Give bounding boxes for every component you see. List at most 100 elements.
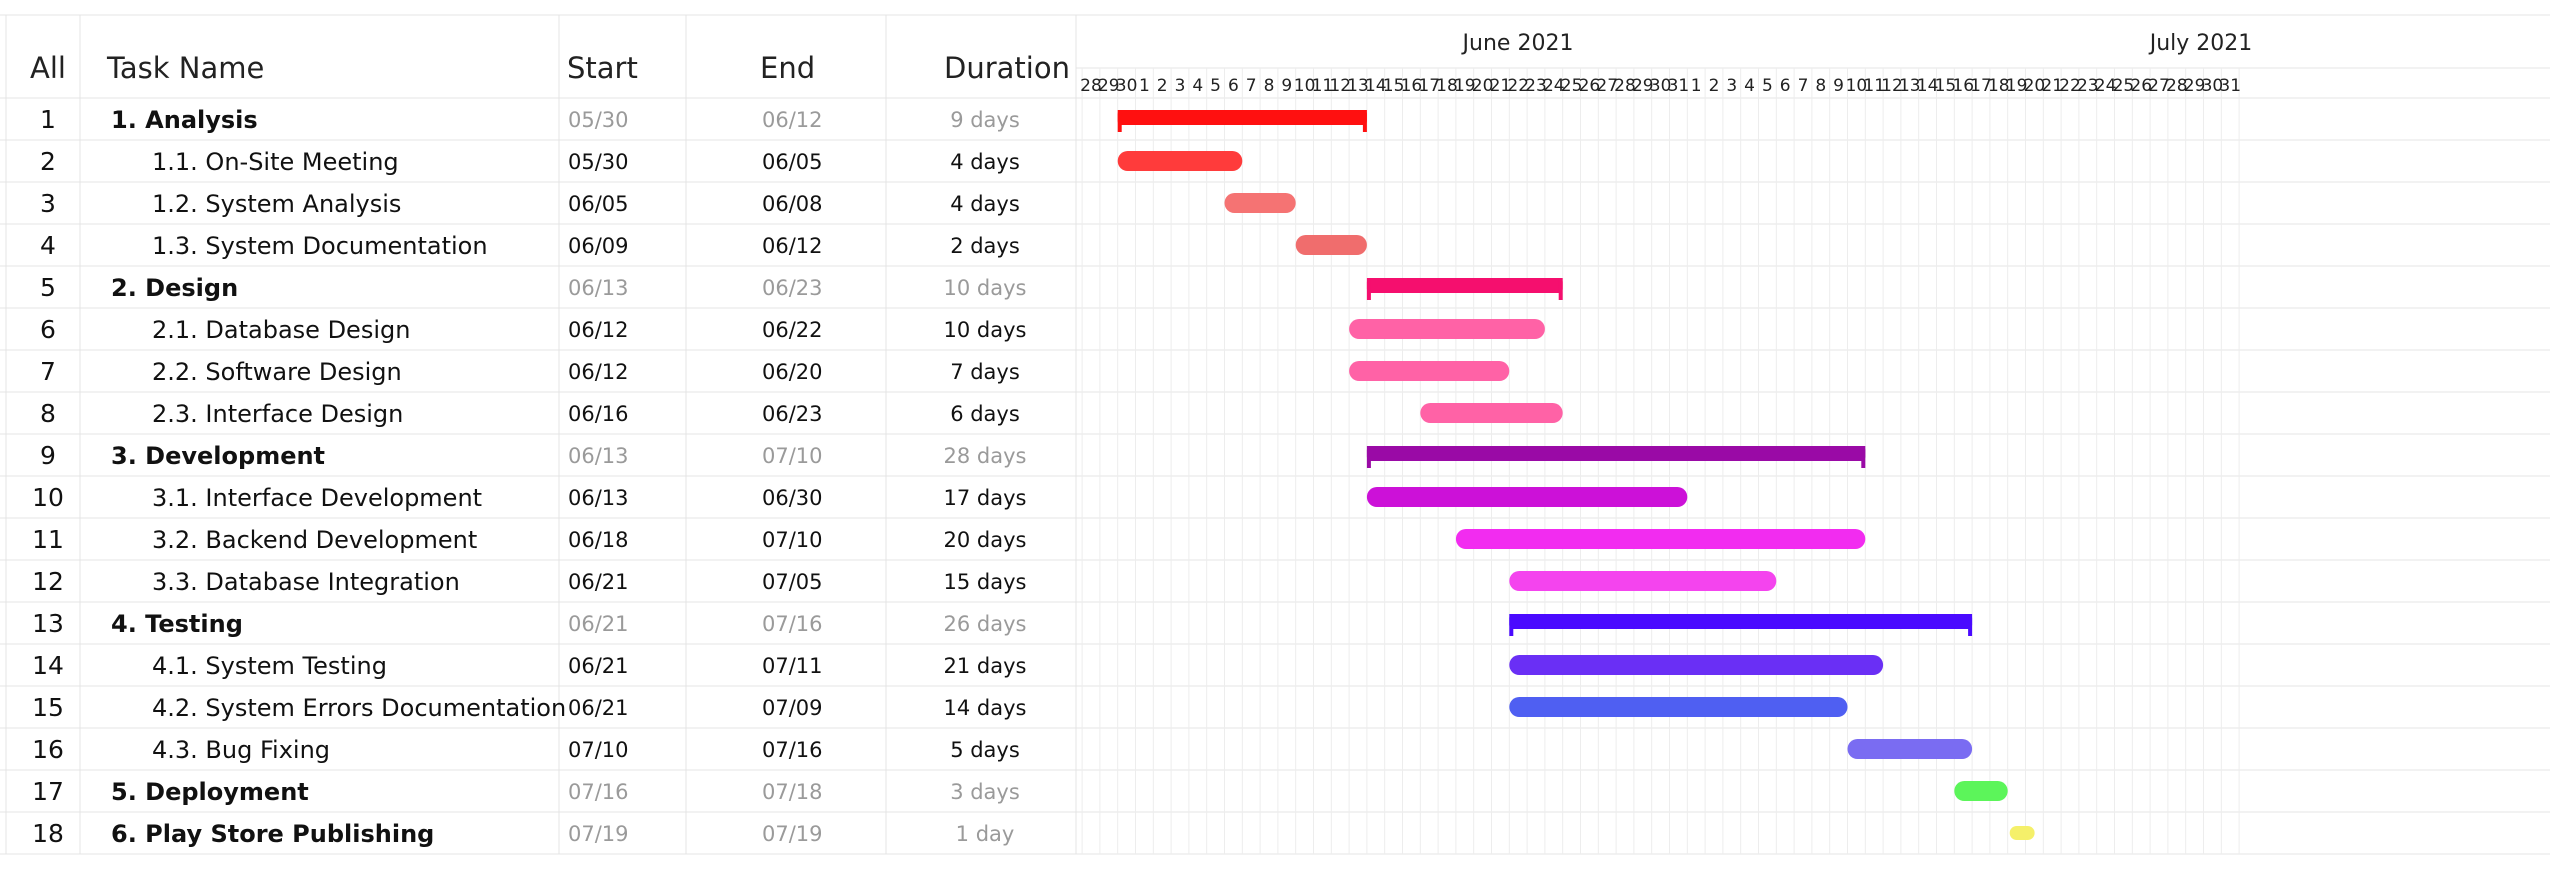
table-row[interactable]: 4 1.3. System Documentation 06/09 06/12 2 da… (40, 231, 1020, 260)
header-task-name[interactable]: Task Name (106, 51, 264, 85)
task-end[interactable]: 06/20 (762, 360, 823, 384)
summary-bar[interactable] (1366, 278, 1563, 300)
task-name[interactable]: 2.2. Software Design (152, 358, 402, 386)
task-end[interactable]: 07/10 (762, 528, 823, 552)
table-row[interactable]: 13 4. Testing 06/21 07/16 26 days (32, 609, 1026, 638)
task-name[interactable]: 2.1. Database Design (152, 316, 410, 344)
task-name[interactable]: 3.3. Database Integration (152, 568, 460, 596)
task-name[interactable]: 2.3. Interface Design (152, 400, 403, 428)
task-bar[interactable] (1847, 739, 1973, 759)
task-end[interactable]: 06/12 (762, 108, 823, 132)
task-start[interactable]: 07/16 (568, 780, 629, 804)
task-duration[interactable]: 21 days (944, 654, 1027, 678)
table-row[interactable]: 18 6. Play Store Publishing 07/19 07/19 1 da… (32, 819, 1014, 848)
task-bar[interactable] (1420, 403, 1563, 423)
task-start[interactable]: 06/12 (568, 318, 629, 342)
task-start[interactable]: 06/21 (568, 654, 629, 678)
table-row[interactable]: 7 2.2. Software Design 06/12 06/20 7 days (40, 357, 1020, 386)
task-bar[interactable] (2009, 826, 2035, 840)
task-name[interactable]: 4.2. System Errors Documentation (152, 694, 566, 722)
table-row[interactable]: 11 3.2. Backend Development 06/18 07/10 20 d… (32, 525, 1026, 554)
task-duration[interactable]: 6 days (950, 402, 1020, 426)
task-bar[interactable] (1954, 781, 2008, 801)
task-bar[interactable] (1295, 235, 1367, 255)
task-end[interactable]: 06/23 (762, 276, 823, 300)
task-duration[interactable]: 1 day (956, 822, 1015, 846)
summary-bar[interactable] (1509, 614, 1973, 636)
task-end[interactable]: 07/19 (762, 822, 823, 846)
header-end[interactable]: End (760, 51, 815, 85)
task-name[interactable]: 1.1. On-Site Meeting (152, 148, 399, 176)
table-row[interactable]: 10 3.1. Interface Development 06/13 06/30 17… (32, 483, 1026, 512)
task-name[interactable]: 3. Development (111, 442, 325, 470)
task-duration[interactable]: 28 days (944, 444, 1027, 468)
task-start[interactable]: 06/16 (568, 402, 629, 426)
task-name[interactable]: 4. Testing (111, 610, 243, 638)
task-start[interactable]: 06/13 (568, 486, 629, 510)
task-bar[interactable] (1509, 571, 1777, 591)
task-duration[interactable]: 9 days (950, 108, 1020, 132)
table-row[interactable]: 3 1.2. System Analysis 06/05 06/08 4 days (40, 189, 1020, 218)
task-end[interactable]: 07/10 (762, 444, 823, 468)
task-duration[interactable]: 4 days (950, 150, 1020, 174)
table-row[interactable]: 15 4.2. System Errors Documentation 06/21 0… (32, 693, 1026, 722)
task-start[interactable]: 06/21 (568, 612, 629, 636)
task-name[interactable]: 6. Play Store Publishing (111, 820, 434, 848)
task-duration[interactable]: 15 days (944, 570, 1027, 594)
task-start[interactable]: 06/12 (568, 360, 629, 384)
task-duration[interactable]: 3 days (950, 780, 1020, 804)
table-row[interactable]: 8 2.3. Interface Design 06/16 06/23 6 days (40, 399, 1020, 428)
task-start[interactable]: 06/09 (568, 234, 629, 258)
task-bar[interactable] (1509, 655, 1884, 675)
task-duration[interactable]: 5 days (950, 738, 1020, 762)
task-duration[interactable]: 26 days (944, 612, 1027, 636)
task-end[interactable]: 06/22 (762, 318, 823, 342)
task-bar[interactable] (1349, 319, 1545, 339)
task-name[interactable]: 5. Deployment (111, 778, 309, 806)
task-bar[interactable] (1224, 193, 1296, 213)
task-bar[interactable] (1455, 529, 1866, 549)
task-name[interactable]: 4.1. System Testing (152, 652, 387, 680)
task-start[interactable]: 06/21 (568, 570, 629, 594)
task-duration[interactable]: 17 days (944, 486, 1027, 510)
task-end[interactable]: 06/08 (762, 192, 823, 216)
task-end[interactable]: 07/18 (762, 780, 823, 804)
task-end[interactable]: 06/23 (762, 402, 823, 426)
summary-bar-body[interactable] (1509, 614, 1973, 629)
task-duration[interactable]: 20 days (944, 528, 1027, 552)
header-start[interactable]: Start (567, 51, 638, 85)
task-start[interactable]: 06/05 (568, 192, 629, 216)
task-duration[interactable]: 4 days (950, 192, 1020, 216)
task-bar[interactable] (1349, 361, 1510, 381)
task-name[interactable]: 4.3. Bug Fixing (152, 736, 330, 764)
table-row[interactable]: 14 4.1. System Testing 06/21 07/11 21 days (32, 651, 1026, 680)
task-end[interactable]: 07/16 (762, 612, 823, 636)
table-row[interactable]: 12 3.3. Database Integration 06/21 07/05 15 … (32, 567, 1026, 596)
task-duration[interactable]: 14 days (944, 696, 1027, 720)
table-row[interactable]: 16 4.3. Bug Fixing 07/10 07/16 5 days (32, 735, 1020, 764)
task-bar[interactable] (1509, 697, 1848, 717)
task-start[interactable]: 06/18 (568, 528, 629, 552)
task-end[interactable]: 07/16 (762, 738, 823, 762)
task-start[interactable]: 06/21 (568, 696, 629, 720)
task-start[interactable]: 06/13 (568, 444, 629, 468)
summary-bar[interactable] (1117, 110, 1367, 132)
task-name[interactable]: 1.3. System Documentation (152, 232, 488, 260)
summary-bar[interactable] (1366, 446, 1866, 468)
task-end[interactable]: 06/30 (762, 486, 823, 510)
header-duration[interactable]: Duration (944, 51, 1070, 85)
task-name[interactable]: 3.1. Interface Development (152, 484, 482, 512)
summary-bar-body[interactable] (1366, 446, 1866, 461)
task-bar[interactable] (1366, 487, 1688, 507)
task-end[interactable]: 06/12 (762, 234, 823, 258)
task-duration[interactable]: 10 days (944, 276, 1027, 300)
task-start[interactable]: 07/19 (568, 822, 629, 846)
header-all[interactable]: All (30, 51, 66, 85)
task-start[interactable]: 07/10 (568, 738, 629, 762)
table-row[interactable]: 2 1.1. On-Site Meeting 05/30 06/05 4 days (40, 147, 1020, 176)
task-duration[interactable]: 2 days (950, 234, 1020, 258)
task-name[interactable]: 1.2. System Analysis (152, 190, 401, 218)
table-row[interactable]: 17 5. Deployment 07/16 07/18 3 days (32, 777, 1020, 806)
task-duration[interactable]: 10 days (944, 318, 1027, 342)
task-start[interactable]: 05/30 (568, 150, 629, 174)
